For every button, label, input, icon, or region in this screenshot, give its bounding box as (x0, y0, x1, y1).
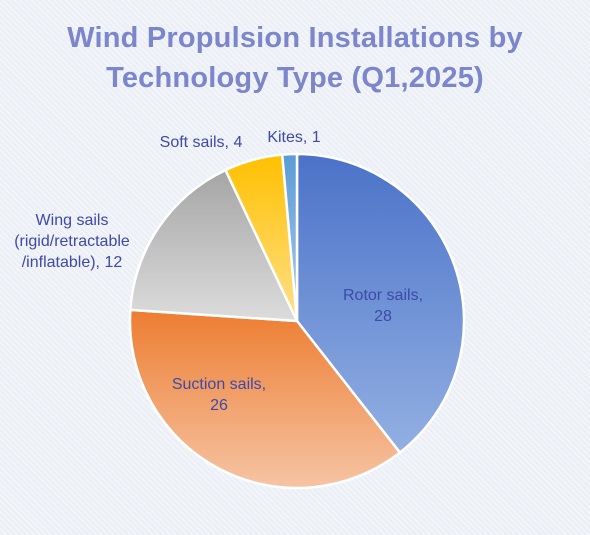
chart-title: Wind Propulsion Installations by Technol… (0, 18, 590, 98)
chart-title-line-1: Wind Propulsion Installations by (67, 22, 523, 54)
pie-slices (128, 152, 466, 490)
chart-title-line-2: Technology Type (Q1,2025) (106, 62, 484, 94)
pie-slice-wing-sails-rigid-retractable-inflatable (129, 168, 299, 323)
data-label-soft-sails: Soft sails, 4 (160, 134, 243, 151)
data-label-kites: Kites, 1 (267, 129, 320, 146)
pie-labels: Rotor sails, 28 Suction sails, 26 Wing sails… (14, 129, 423, 414)
data-label-wing-sails-rigid-retractable-inflatable: Wing sails (rigid/retractable/inflatable)… (14, 212, 130, 271)
pie-slice-suction-sails (128, 308, 402, 490)
data-label-suction-sails: Suction sails, 26 (172, 376, 266, 414)
pie-slice-rotor-sails (295, 152, 466, 454)
data-label-rotor-sails: Rotor sails, 28 (343, 287, 423, 325)
pie-slice-kites (280, 152, 299, 323)
